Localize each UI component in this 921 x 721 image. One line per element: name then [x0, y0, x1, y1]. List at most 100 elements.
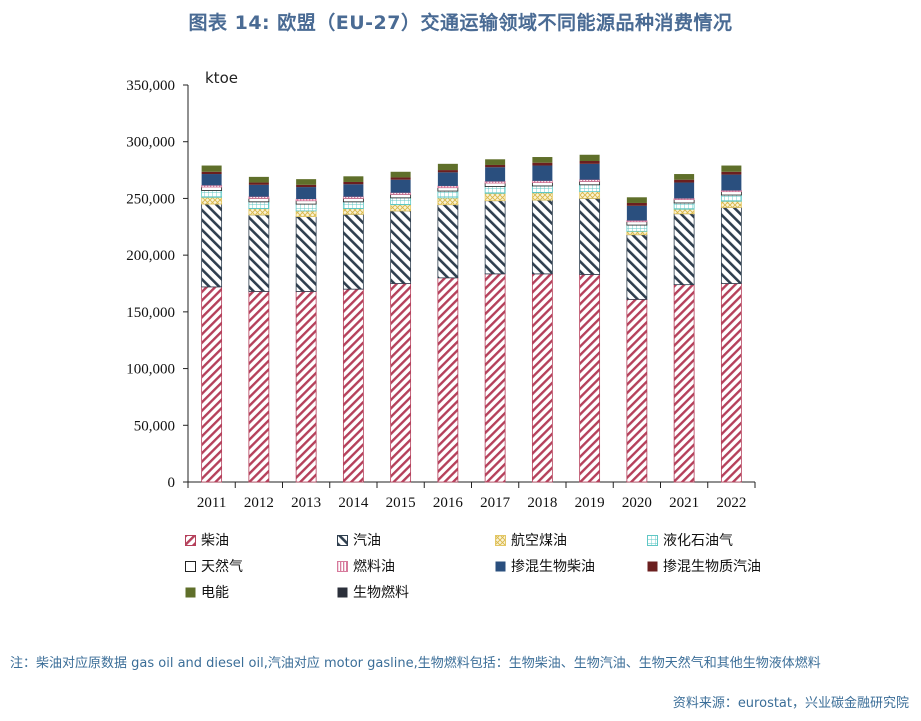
bar-segment-9-2021 [674, 174, 695, 180]
bar-segment-4-2020 [626, 224, 648, 232]
bar-segment-8-2016 [437, 170, 458, 173]
bar-segment-4-2017 [484, 186, 506, 194]
bar-segment-3-2015 [390, 204, 412, 212]
legend-item: 电能 [185, 582, 229, 602]
bar-segment-3-2013 [295, 210, 317, 217]
bar-segment-1-2012 [248, 291, 270, 483]
bar-segment-7-2016 [437, 172, 458, 186]
bar-segment-5-2020 [626, 221, 648, 226]
bar-segment-2-2020 [626, 234, 648, 300]
bar-segment-7-2011 [201, 174, 222, 186]
x-tick-label: 2014 [338, 495, 369, 511]
legend-label: 生物燃料 [353, 585, 409, 601]
bar-segment-4-2022 [720, 194, 742, 202]
bar-segment-2-2015 [390, 210, 412, 284]
bar-segment-2-2021 [673, 213, 695, 286]
bar-segment-7-2022 [721, 174, 742, 191]
legend-label: 掺混生物质汽油 [663, 559, 761, 575]
x-tick-label: 2011 [197, 495, 226, 511]
bar-segment-9-2016 [437, 163, 458, 171]
bar-segment-3-2019 [579, 191, 601, 199]
bar-segment-2-2014 [342, 213, 364, 290]
bar-segment-1-2011 [201, 286, 223, 483]
bar-segment-7-2014 [343, 184, 364, 197]
legend-label: 液化石油气 [663, 533, 733, 549]
bar-segment-5-2022 [720, 191, 742, 196]
chart-title: 图表 14: 欧盟（EU-27）交通运输领域不同能源品种消费情况 [188, 12, 733, 34]
legend-label: 天然气 [201, 559, 243, 575]
bar-segment-7-2013 [296, 187, 317, 199]
x-tick-label: 2012 [244, 495, 274, 511]
bar-segment-6-2012 [248, 196, 270, 199]
legend-swatch [647, 561, 658, 571]
bar-segment-4-2021 [673, 202, 695, 210]
bar-segment-3-2021 [673, 208, 695, 215]
bar-segment-1-2022 [720, 283, 742, 483]
x-tick-label: 2018 [527, 495, 557, 511]
bar-segment-5-2011 [201, 186, 223, 191]
legend-item: 天然气 [185, 556, 243, 576]
bar-segment-4-2011 [201, 190, 223, 198]
bar-segment-4-2012 [248, 201, 270, 210]
bar-segment-5-2016 [437, 187, 459, 192]
bar-segment-3-2012 [248, 208, 270, 216]
bar-segment-9-2022 [721, 165, 742, 172]
bar-segment-4-2019 [579, 184, 601, 193]
bar-segment-7-2021 [674, 182, 695, 199]
bar-segment-5-2012 [248, 198, 270, 203]
bar-segment-4-2018 [531, 185, 553, 194]
bar-segment-6-2021 [673, 198, 695, 200]
legend-item: 生物燃料 [337, 582, 409, 602]
bar-segment-2-2013 [295, 216, 317, 292]
x-tick-label: 2021 [669, 495, 699, 511]
bar-segment-1-2013 [295, 291, 317, 483]
bar-segment-2-2019 [579, 198, 601, 275]
legend-swatch [185, 534, 196, 546]
legend-swatch [337, 587, 348, 597]
bar-segment-3-2022 [720, 200, 742, 208]
legend-item: 柴油 [185, 530, 229, 550]
x-tick-label: 2013 [291, 495, 321, 511]
legend-swatch [647, 534, 658, 546]
bar-segment-6-2016 [437, 185, 459, 189]
bar-segment-3-2011 [201, 196, 223, 205]
bar-segment-8-2017 [485, 164, 506, 168]
bar-segment-8-2020 [626, 202, 647, 206]
bar-segment-6-2014 [342, 196, 364, 199]
bar-segment-8-2014 [343, 181, 364, 185]
bar-segment-5-2013 [295, 200, 317, 205]
bar-segment-8-2015 [390, 177, 411, 180]
legend-item: 掺混生物质汽油 [647, 556, 761, 576]
bar-segment-2-2012 [248, 214, 270, 292]
bar-segment-5-2019 [579, 181, 601, 186]
bar-segment-7-2012 [248, 184, 269, 197]
bar-segment-7-2018 [532, 165, 553, 181]
y-tick-label: 250,000 [126, 191, 175, 207]
legend-swatch [495, 561, 506, 571]
bar-segment-2-2022 [720, 207, 742, 284]
bar-segment-9-2017 [485, 159, 506, 165]
bar-segment-6-2018 [531, 180, 553, 183]
bar-segment-5-2018 [531, 182, 553, 187]
bar-segment-2-2018 [531, 199, 553, 275]
y-tick-label: 300,000 [126, 135, 175, 151]
bar-segment-7-2015 [390, 179, 411, 193]
legend-swatch [185, 560, 196, 572]
bar-segment-3-2016 [437, 197, 459, 206]
bar-segment-4-2014 [342, 201, 364, 210]
bar-segment-5-2021 [673, 199, 695, 204]
y-tick-label: 50,000 [134, 418, 175, 434]
legend-item: 汽油 [337, 530, 381, 550]
x-tick-label: 2017 [480, 495, 511, 511]
bar-segment-6-2019 [579, 179, 601, 182]
bar-segment-7-2017 [485, 167, 506, 182]
bar-segment-6-2011 [201, 184, 223, 188]
bar-segment-2-2017 [484, 200, 506, 275]
legend-swatch [337, 534, 348, 546]
y-tick-label: 0 [168, 475, 176, 491]
bar-segment-3-2018 [531, 192, 553, 201]
bar-segment-2-2011 [201, 203, 223, 288]
legend-item: 燃料油 [337, 556, 395, 576]
x-tick-label: 2019 [575, 495, 605, 511]
bar-segment-9-2015 [390, 171, 411, 178]
